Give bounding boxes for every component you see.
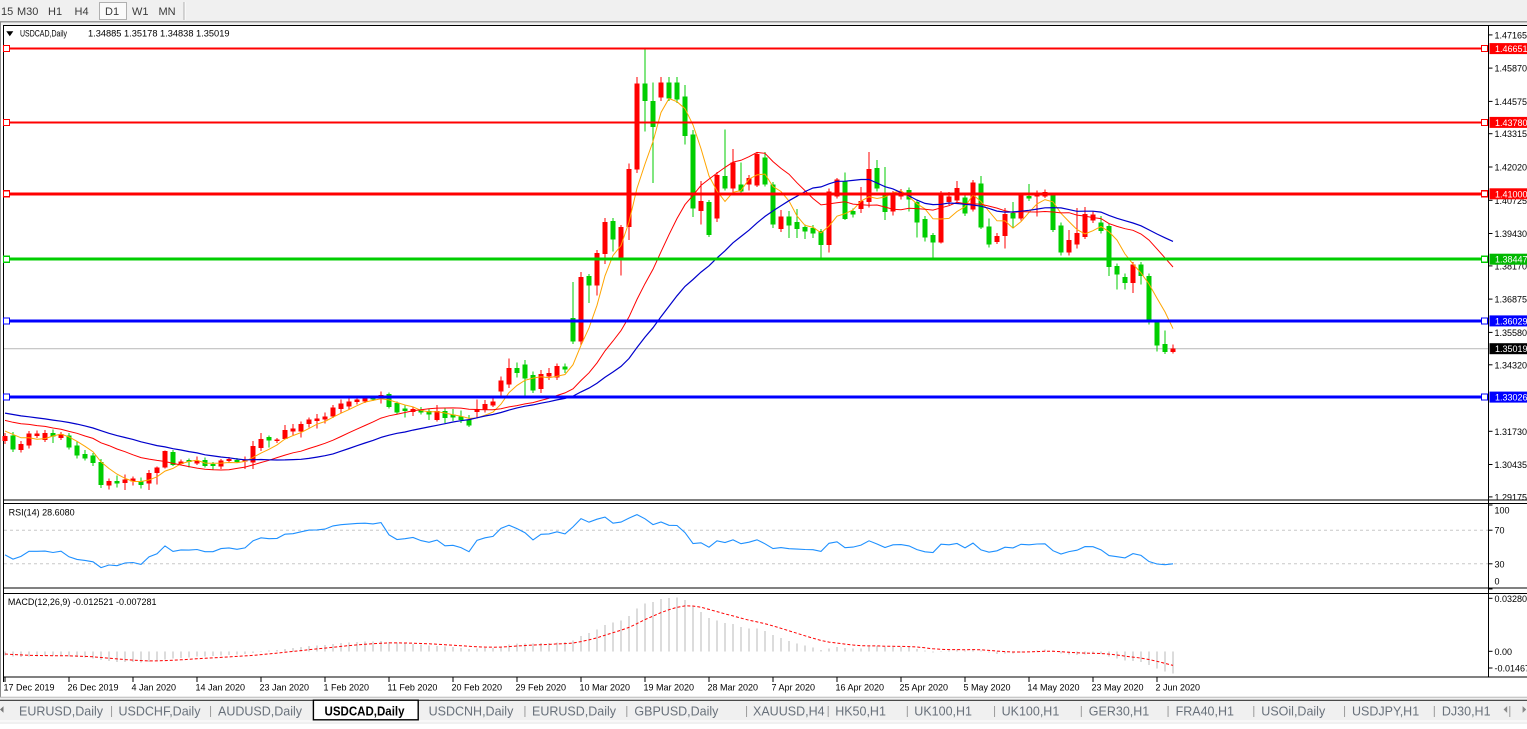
svg-text:|: | (827, 704, 830, 718)
svg-text:25 Apr 2020: 25 Apr 2020 (900, 683, 949, 693)
svg-text:|: | (110, 704, 113, 718)
svg-text:15: 15 (1, 6, 13, 18)
svg-text:FRA40,H1: FRA40,H1 (1176, 705, 1234, 719)
svg-text:|: | (1508, 704, 1511, 718)
svg-text:20 Feb 2020: 20 Feb 2020 (452, 683, 503, 693)
svg-text:XAUUSD,H4: XAUUSD,H4 (753, 705, 825, 719)
svg-text:1.31730: 1.31730 (1495, 427, 1527, 437)
svg-text:MN: MN (159, 6, 176, 18)
svg-text:GBPUSD,Daily: GBPUSD,Daily (634, 705, 719, 719)
svg-text:1.38447: 1.38447 (1495, 255, 1527, 265)
svg-text:2 Jun 2020: 2 Jun 2020 (1156, 683, 1201, 693)
svg-text:19 Mar 2020: 19 Mar 2020 (644, 683, 695, 693)
svg-text:EURUSD,Daily: EURUSD,Daily (19, 705, 104, 719)
svg-text:GER30,H1: GER30,H1 (1089, 705, 1149, 719)
svg-text:RSI(14) 28.6080: RSI(14) 28.6080 (9, 508, 75, 518)
svg-text:1.36875: 1.36875 (1495, 295, 1527, 305)
svg-text:|: | (906, 704, 909, 718)
svg-text:1.29175: 1.29175 (1495, 492, 1527, 502)
svg-text:UK100,H1: UK100,H1 (1002, 705, 1060, 719)
svg-text:0.032807: 0.032807 (1495, 594, 1527, 604)
svg-text:|: | (1080, 704, 1083, 718)
svg-text:USDCHF,Daily: USDCHF,Daily (119, 705, 202, 719)
svg-text:29 Feb 2020: 29 Feb 2020 (516, 683, 567, 693)
svg-text:USDJPY,H1: USDJPY,H1 (1352, 705, 1419, 719)
svg-text:UK100,H1: UK100,H1 (914, 705, 972, 719)
svg-text:|: | (1433, 704, 1436, 718)
svg-text:|: | (523, 704, 526, 718)
svg-text:|: | (993, 704, 996, 718)
svg-text:1.43780: 1.43780 (1495, 118, 1527, 128)
svg-text:1.35580: 1.35580 (1495, 328, 1527, 338)
svg-text:30: 30 (1495, 559, 1505, 569)
svg-text:14 Jan 2020: 14 Jan 2020 (196, 683, 246, 693)
svg-text:16 Apr 2020: 16 Apr 2020 (836, 683, 885, 693)
svg-text:HK50,H1: HK50,H1 (835, 705, 886, 719)
svg-text:10 Mar 2020: 10 Mar 2020 (580, 683, 631, 693)
svg-text:-0.014675: -0.014675 (1495, 664, 1527, 674)
svg-text:1.36029: 1.36029 (1495, 316, 1527, 326)
svg-text:1.43315: 1.43315 (1495, 129, 1527, 139)
svg-text:0: 0 (1495, 577, 1500, 587)
svg-text:MACD(12,26,9) -0.012521 -0.007: MACD(12,26,9) -0.012521 -0.007281 (8, 597, 157, 607)
svg-text:USOil,Daily: USOil,Daily (1261, 705, 1326, 719)
svg-text:5 May 2020: 5 May 2020 (964, 683, 1011, 693)
svg-text:0.00: 0.00 (1495, 647, 1513, 657)
svg-text:M30: M30 (17, 6, 38, 18)
svg-text:|: | (209, 704, 212, 718)
svg-text:1.47165: 1.47165 (1495, 30, 1527, 40)
svg-text:1.42020: 1.42020 (1495, 163, 1527, 173)
svg-text:USDCNH,Daily: USDCNH,Daily (429, 705, 514, 719)
svg-text:|: | (1343, 704, 1346, 718)
svg-text:1.41000: 1.41000 (1495, 189, 1527, 199)
svg-text:100: 100 (1495, 506, 1510, 516)
svg-text:14 May 2020: 14 May 2020 (1028, 683, 1080, 693)
svg-text:1.46651: 1.46651 (1495, 44, 1527, 54)
svg-text:|: | (625, 704, 628, 718)
svg-text:1.34885 1.35178 1.34838 1.3501: 1.34885 1.35178 1.34838 1.35019 (88, 29, 230, 39)
svg-text:11 Feb 2020: 11 Feb 2020 (388, 683, 438, 693)
svg-text:USDCAD,Daily: USDCAD,Daily (325, 705, 405, 719)
svg-text:1.45870: 1.45870 (1495, 64, 1527, 74)
svg-text:EURUSD,Daily: EURUSD,Daily (532, 705, 617, 719)
svg-text:4 Jan 2020: 4 Jan 2020 (132, 683, 177, 693)
svg-text:|: | (1252, 704, 1255, 718)
svg-text:70: 70 (1495, 526, 1505, 536)
svg-text:D1: D1 (105, 6, 119, 18)
svg-text:1.34320: 1.34320 (1495, 360, 1527, 370)
svg-text:1.30435: 1.30435 (1495, 460, 1527, 470)
svg-text:|: | (1167, 704, 1170, 718)
svg-text:23 May 2020: 23 May 2020 (1092, 683, 1144, 693)
svg-text:1 Feb 2020: 1 Feb 2020 (324, 683, 370, 693)
svg-text:26 Dec 2019: 26 Dec 2019 (68, 683, 119, 693)
svg-text:W1: W1 (132, 6, 149, 18)
svg-text:H1: H1 (48, 6, 62, 18)
svg-text:23 Jan 2020: 23 Jan 2020 (260, 683, 310, 693)
svg-text:1.33026: 1.33026 (1495, 393, 1527, 403)
svg-text:AUDUSD,Daily: AUDUSD,Daily (218, 705, 303, 719)
svg-text:H4: H4 (75, 6, 89, 18)
svg-text:1.35019: 1.35019 (1495, 344, 1527, 354)
svg-text:DJ30,H1: DJ30,H1 (1442, 705, 1491, 719)
svg-text:7 Apr 2020: 7 Apr 2020 (772, 683, 816, 693)
svg-text:17 Dec 2019: 17 Dec 2019 (4, 683, 55, 693)
svg-text:1.44575: 1.44575 (1495, 97, 1527, 107)
svg-text:USDCAD,Daily: USDCAD,Daily (20, 29, 67, 39)
svg-text:28 Mar 2020: 28 Mar 2020 (708, 683, 759, 693)
svg-text:|: | (745, 704, 748, 718)
svg-text:1.39430: 1.39430 (1495, 229, 1527, 239)
